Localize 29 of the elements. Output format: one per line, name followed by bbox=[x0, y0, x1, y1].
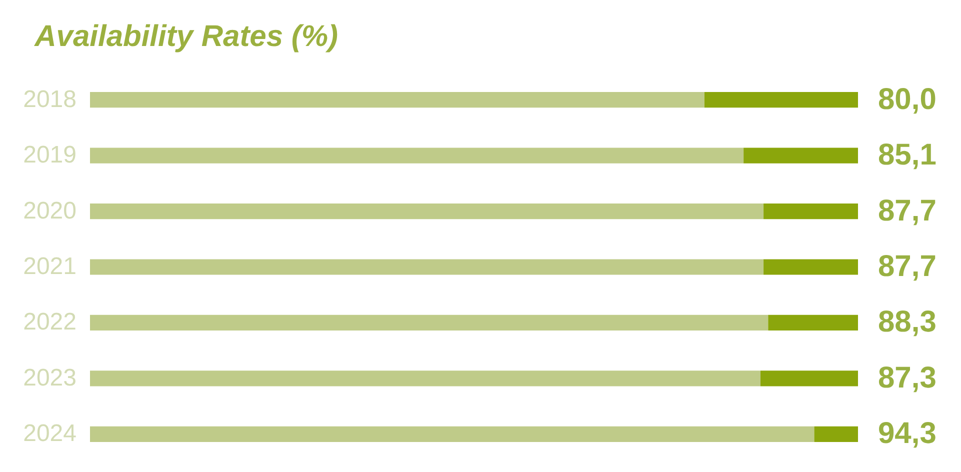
bar bbox=[90, 203, 764, 220]
bar bbox=[90, 92, 704, 108]
bar bbox=[768, 314, 858, 331]
bar bbox=[764, 259, 858, 275]
y-tick-label: 2021 bbox=[23, 253, 76, 280]
y-tick-label: 2019 bbox=[23, 142, 76, 169]
bar bbox=[90, 314, 768, 331]
bar bbox=[760, 370, 858, 386]
data-label: 87,3 bbox=[878, 361, 936, 394]
data-label: 87,7 bbox=[878, 194, 936, 228]
y-tick-label: 2022 bbox=[23, 308, 76, 336]
chart-title: Availability Rates (%) bbox=[34, 20, 338, 53]
data-label: 94,3 bbox=[878, 417, 936, 450]
bar bbox=[744, 148, 858, 164]
y-tick-label: 2020 bbox=[23, 197, 76, 224]
bar bbox=[90, 426, 814, 442]
bar bbox=[90, 259, 764, 275]
bar bbox=[90, 148, 744, 164]
bar bbox=[764, 203, 858, 220]
data-label: 85,1 bbox=[878, 138, 936, 172]
y-tick-label: 2018 bbox=[23, 86, 76, 113]
bar bbox=[704, 92, 858, 108]
data-label: 87,7 bbox=[878, 250, 936, 283]
y-tick-label: 2024 bbox=[23, 420, 76, 448]
y-tick-label: 2023 bbox=[23, 364, 76, 392]
bar bbox=[814, 426, 858, 442]
data-label: 88,3 bbox=[878, 306, 936, 339]
bar bbox=[90, 370, 760, 386]
data-label: 80,0 bbox=[878, 82, 936, 116]
